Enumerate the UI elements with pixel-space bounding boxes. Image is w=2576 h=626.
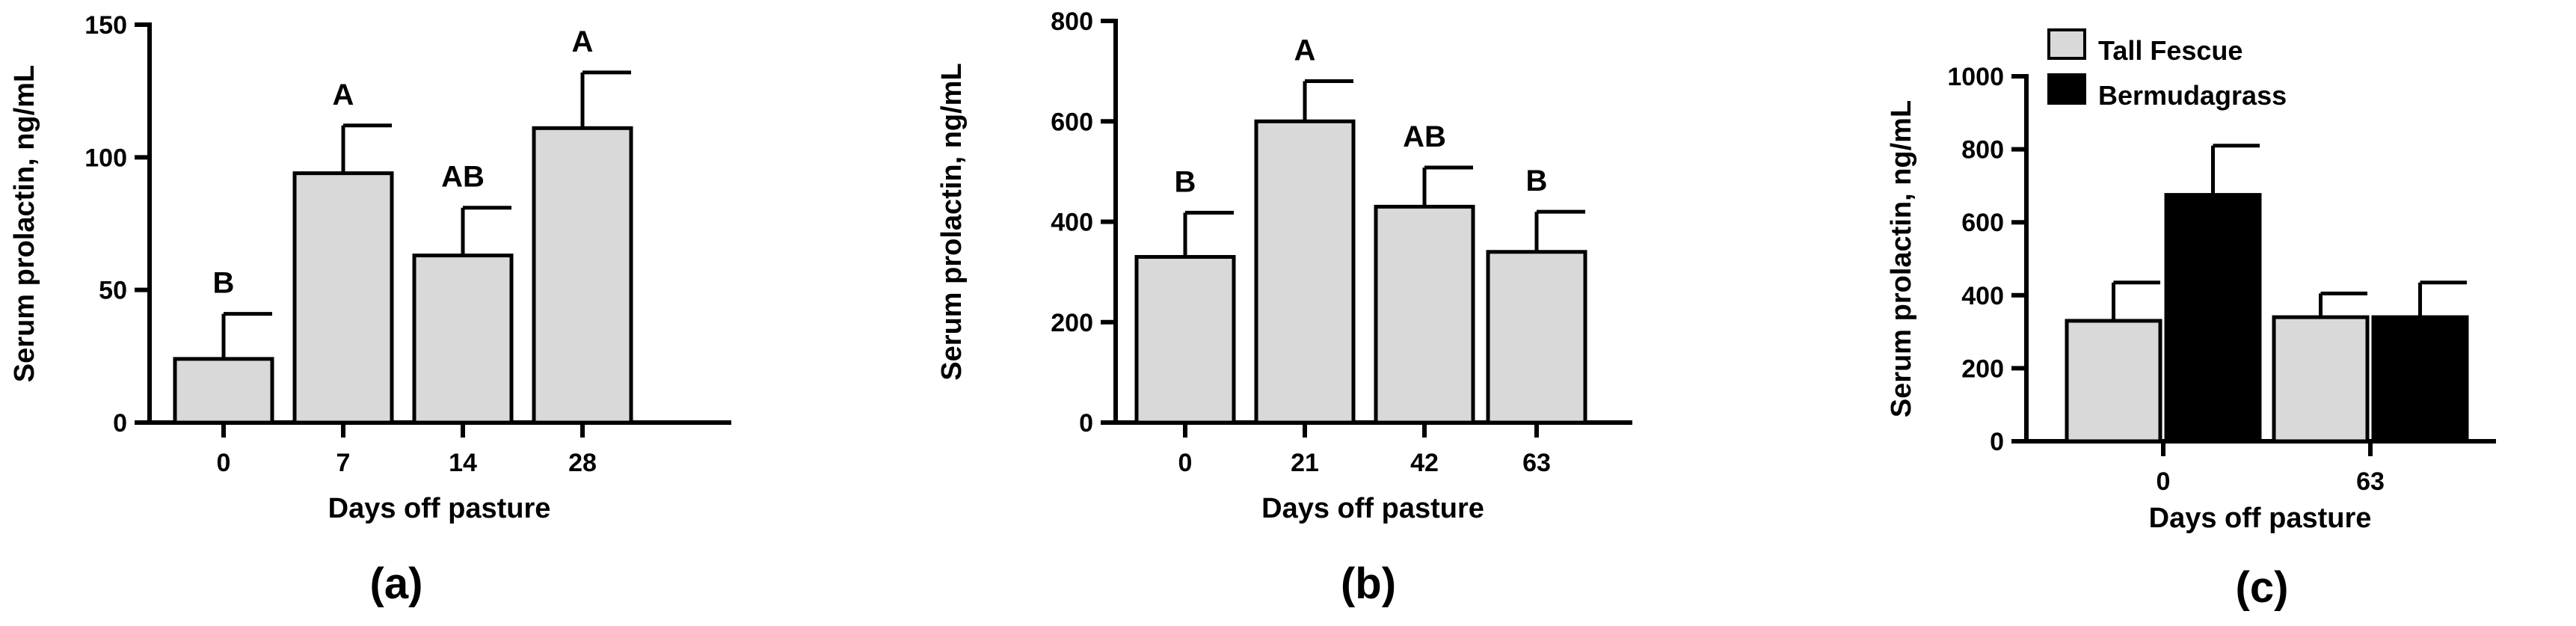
significance-letter: AB <box>1403 120 1446 153</box>
y-tick-label: 400 <box>1051 209 1093 237</box>
y-tick-label: 1000 <box>1947 63 2004 91</box>
bar <box>532 126 633 425</box>
y-tick-label: 400 <box>1961 282 2004 310</box>
bar <box>1254 119 1356 425</box>
y-tick-label: 0 <box>1990 428 2004 456</box>
chart-panel-c: 0 200 400 600 800 1000 0 63 Days off pasture Seru… <box>1886 28 2496 612</box>
x-axis-title: Days off pasture <box>328 493 551 524</box>
x-tick-label: 21 <box>1291 449 1319 477</box>
bar <box>173 357 274 425</box>
bar <box>1486 250 1587 425</box>
y-tick-label: 800 <box>1961 136 2004 165</box>
y-tick-label: 600 <box>1961 209 2004 237</box>
legend-label: Tall Fescue <box>2098 35 2243 66</box>
bar <box>412 254 514 425</box>
bar <box>292 171 394 425</box>
legend-label: Bermudagrass <box>2098 80 2287 111</box>
y-axis-title: Serum prolactin, ng/mL <box>936 63 968 380</box>
chart-panel-a: 0 50 100 150 0 7 14 28 B A AB A Days off pasture Seru… <box>9 11 731 608</box>
bar <box>1134 254 1236 425</box>
legend-swatch <box>2047 28 2086 60</box>
x-tick-label: 0 <box>217 449 231 477</box>
panel-label: (b) <box>1341 559 1396 608</box>
legend-swatch <box>2047 73 2086 105</box>
x-tick-label: 63 <box>2356 467 2385 496</box>
bar <box>2272 315 2370 444</box>
significance-letter: A <box>1294 34 1316 67</box>
y-tick-label: 600 <box>1051 108 1093 136</box>
x-tick-label: 14 <box>449 449 477 477</box>
x-tick-label: 28 <box>568 449 597 477</box>
x-tick-label: 7 <box>336 449 351 477</box>
y-tick-label: 200 <box>1961 355 2004 383</box>
significance-letter: A <box>333 79 354 111</box>
bar <box>1374 204 1475 425</box>
x-tick-label: 63 <box>1522 449 1551 477</box>
bar <box>2065 319 2162 444</box>
x-tick-label: 0 <box>1178 449 1193 477</box>
x-axis-title: Days off pasture <box>2149 503 2372 534</box>
bar <box>2371 315 2469 444</box>
panel-label: (c) <box>2236 563 2289 612</box>
x-axis-title: Days off pasture <box>1261 493 1484 524</box>
significance-letter: B <box>213 267 235 300</box>
significance-letter: B <box>1526 165 1548 197</box>
y-tick-label: 0 <box>113 409 127 438</box>
y-tick-label: 50 <box>99 277 127 305</box>
y-axis-title: Serum prolactin, ng/mL <box>9 65 40 382</box>
significance-letter: B <box>1175 165 1196 198</box>
x-tick-label: 42 <box>1410 449 1439 477</box>
y-tick-label: 100 <box>84 144 127 172</box>
bar <box>2164 193 2262 444</box>
x-tick-label: 0 <box>2157 467 2171 496</box>
significance-letter: A <box>572 25 594 58</box>
chart-panel-b: 0 200 400 600 800 0 21 42 63 B A AB B Days off pastur… <box>936 7 1632 608</box>
panel-label: (a) <box>370 559 423 608</box>
significance-letter: AB <box>441 161 485 194</box>
y-tick-label: 150 <box>84 11 127 40</box>
y-axis-title: Serum prolactin, ng/mL <box>1886 100 1917 417</box>
y-tick-label: 200 <box>1051 309 1093 337</box>
y-tick-label: 800 <box>1051 7 1093 36</box>
y-tick-label: 0 <box>1079 409 1093 438</box>
